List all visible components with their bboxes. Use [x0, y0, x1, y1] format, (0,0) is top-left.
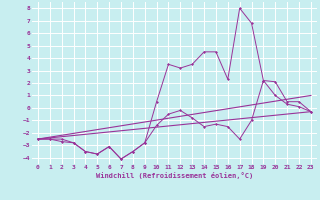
X-axis label: Windchill (Refroidissement éolien,°C): Windchill (Refroidissement éolien,°C) — [96, 172, 253, 179]
